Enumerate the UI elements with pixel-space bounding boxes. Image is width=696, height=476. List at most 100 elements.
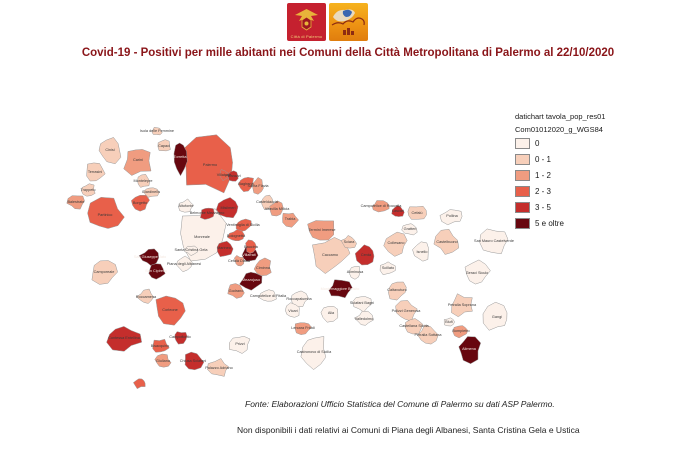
- municipality-blufi: [443, 317, 455, 327]
- municipality-label-campofelice-di-fitalia: Campofelice di Fitalia: [250, 294, 287, 298]
- municipality-label-palermo: Palermo: [203, 163, 217, 167]
- municipality-mezzojuso: [239, 271, 263, 291]
- municipality-label-scillato: Scillato: [382, 266, 394, 270]
- missing-data-note: Non disponibili i dati relativi ai Comun…: [237, 425, 580, 435]
- municipality-label-trappeto: Trappeto: [80, 188, 95, 192]
- eagle-emblem-icon: [295, 9, 318, 31]
- municipality-castronovo-di-sicilia: [300, 336, 327, 370]
- municipality-label-blufi: Blufi: [445, 320, 453, 324]
- municipality-label-roccapalumba: Roccapalumba: [286, 297, 312, 301]
- municipality-gratteri: [401, 223, 418, 236]
- municipality-san-mauro-castelverde: [479, 228, 509, 255]
- municipality-label-montelepre: Montelepre: [134, 179, 153, 183]
- municipality-label-mezzojuso: Mezzojuso: [242, 278, 260, 282]
- legend-swatch: [515, 170, 530, 181]
- municipality-polizzi-generosa: [395, 300, 418, 322]
- municipality-label-baucina: Baucina: [244, 245, 259, 249]
- map-legend: datichart tavola_pop_res01 Com01012020_g…: [515, 112, 605, 234]
- municipality-label-giuliana: Giuliana: [156, 359, 171, 363]
- municipality-campofelice-di-fitalia: [258, 289, 277, 302]
- municipality-santa-flavia: [252, 177, 264, 195]
- municipality-capaci: [157, 139, 171, 152]
- municipality-label-isnello: Isnello: [417, 250, 428, 254]
- municipality-label-castelbuono: Castelbuono: [436, 240, 457, 244]
- municipality-label-sciara: Sciara: [344, 240, 356, 244]
- municipality-giuliana: [154, 353, 172, 368]
- municipality-altofonte: [178, 198, 194, 213]
- municipality-pollina: [439, 209, 463, 226]
- municipality-label-geraci-siculo: Geraci Siculo: [466, 271, 489, 275]
- municipality-bompietro: [452, 325, 469, 339]
- municipality-label-pollina: Pollina: [446, 214, 458, 218]
- legend-row: 5 e oltre: [515, 218, 605, 229]
- municipality-santa-cristina-gela: [184, 245, 198, 256]
- choropleth-map: Palermo Monreale Caccamo Partinico Corleone C…: [66, 127, 514, 389]
- municipality-label-carini: Carini: [133, 158, 143, 162]
- municipality-label-gratteri: Gratteri: [404, 227, 417, 231]
- municipality-cerda: [354, 244, 375, 266]
- municipality-label-prizzi: Prizzi: [235, 342, 244, 346]
- municipality-label-marineo: Marineo: [217, 246, 231, 250]
- municipality-cinisi: [98, 137, 122, 165]
- municipality-misilmeri: [216, 197, 239, 219]
- municipality-ciminna: [253, 257, 272, 276]
- municipality-petralia-soprana: [451, 293, 473, 318]
- municipality-palazzo-adriano: [207, 358, 229, 377]
- legend-swatch: [515, 218, 530, 229]
- municipality-valledolmo: [354, 310, 374, 326]
- municipality-label-caccamo: Caccamo: [322, 253, 338, 257]
- legend-label: 2 - 3: [535, 187, 552, 196]
- municipality-bisacquino: [152, 338, 170, 353]
- source-note: Fonte: Elaborazioni Ufficio Statistica d…: [245, 399, 555, 409]
- municipality-label-petralia-soprana: Petralia Soprana: [448, 303, 477, 307]
- municipality-label-santa-flavia: Santa Flavia: [247, 184, 269, 188]
- legend-row: 1 - 2: [515, 170, 605, 181]
- municipality-label-bagheria: Bagheria: [238, 182, 254, 186]
- municipality-label-bolognetta: Bolognetta: [227, 234, 246, 238]
- municipality-castelbuono: [433, 229, 460, 255]
- municipality-alia: [320, 306, 339, 323]
- municipality-castellana-sicula: [404, 318, 424, 335]
- legend-label: 0: [535, 139, 540, 148]
- municipality-alimena: [458, 336, 481, 364]
- municipality-label-sclafani-bagni: Sclafani Bagni: [350, 301, 374, 305]
- municipality-contessa-entellina: [106, 326, 142, 352]
- municipality-lercara-friddi: [294, 322, 312, 335]
- legend-classes: 0 0 - 1 1 - 2 2 - 3 3 - 5 5 e oltre: [515, 138, 605, 229]
- municipality-ficarazzi: [227, 170, 239, 182]
- legend-row: 3 - 5: [515, 202, 605, 213]
- municipality-label-cefal-diana: Cefalà Diana: [228, 259, 251, 263]
- legend-row: 2 - 3: [515, 186, 605, 197]
- municipality-label-trabia: Trabia: [285, 217, 297, 221]
- municipality-bolognetta: [227, 229, 245, 241]
- municipality-label-termini-imerese: Termini Imerese: [308, 228, 335, 232]
- municipality-bagheria: [237, 177, 254, 192]
- municipality-label-terrasini: Terrasini: [88, 170, 103, 174]
- municipality-roccamena: [136, 288, 154, 304]
- municipality-label-castronovo-di-sicilia: Castronovo di Sicilia: [297, 350, 332, 354]
- municipality-balestrate: [66, 195, 85, 210]
- municipality-label-chiusa-sclafani: Chiusa Sclafani: [180, 359, 207, 363]
- municipality-trabia: [282, 212, 299, 228]
- municipality-geraci-siculo: [464, 259, 491, 285]
- municipality-isola-delle-femmine: [151, 127, 163, 136]
- municipality-label-camporeale: Camporeale: [94, 270, 115, 274]
- municipality-lascari: [391, 205, 405, 217]
- municipality-exclave: [133, 378, 146, 389]
- municipality-collesano: [383, 231, 408, 257]
- municipality-giardinello: [143, 187, 160, 198]
- municipality-label-alimena: Alimena: [462, 347, 477, 351]
- municipality-label-ventimiglia-di-sicilia: Ventimiglia di Sicilia: [226, 223, 260, 227]
- municipality-cefal-diana: [234, 255, 245, 267]
- legend-label: 5 e oltre: [535, 219, 564, 228]
- municipality-label-altavilla-milicia: Altavilla Milicia: [265, 207, 291, 211]
- logo-caption: Città di Palermo: [290, 34, 323, 39]
- legend-shapefile-name: Com01012020_g_WGS84: [515, 125, 603, 134]
- municipality-trappeto: [81, 183, 96, 197]
- legend-swatch: [515, 202, 530, 213]
- legend-row: 0 - 1: [515, 154, 605, 165]
- municipality-san-giuseppe-jato: [138, 248, 159, 267]
- municipality-chiusa-sclafani: [184, 351, 205, 371]
- municipality-terrasini: [86, 162, 106, 182]
- municipality-label-ciminna: Ciminna: [256, 266, 271, 270]
